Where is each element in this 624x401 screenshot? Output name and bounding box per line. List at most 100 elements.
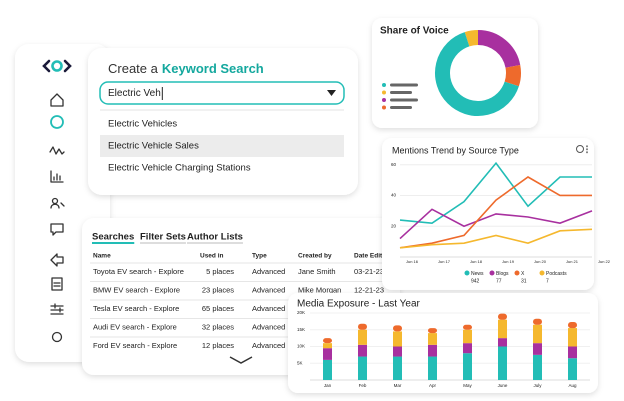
- search-input[interactable]: [99, 81, 345, 105]
- legend-dot: [514, 270, 520, 276]
- bar-segment: [533, 318, 542, 325]
- bar-segment: [358, 323, 367, 330]
- chart-title: Mentions Trend by Source Type: [392, 145, 519, 155]
- tab[interactable]: Filter Sets: [140, 232, 186, 243]
- scroll-chevron[interactable]: [229, 356, 253, 364]
- dropdown-option[interactable]: Electric Vehicle Charging Stations: [108, 163, 251, 174]
- bar-segment: [533, 354, 542, 380]
- bar-segment: [323, 338, 332, 344]
- legend-placeholder: [390, 91, 412, 94]
- table-cell: 32 places: [202, 322, 234, 331]
- settings-sliders-icon[interactable]: [50, 303, 64, 315]
- bar-segment: [393, 331, 402, 347]
- bar-segment: [323, 359, 332, 380]
- bar-segment: [568, 328, 577, 347]
- legend-total: 31: [521, 278, 527, 284]
- x-tick-label: Jun 19: [502, 259, 515, 264]
- table-cell[interactable]: BMW EV search - Explore: [93, 285, 180, 294]
- bar-segment: [498, 313, 507, 320]
- legend-dot: [382, 83, 386, 87]
- bar-segment: [568, 346, 577, 359]
- table-cell: Advanced: [252, 322, 285, 331]
- bar-segment: [463, 329, 472, 344]
- share-icon[interactable]: [50, 253, 64, 267]
- donut-segment: [477, 30, 521, 69]
- table-cell: Advanced: [252, 304, 285, 313]
- legend-label: Podcasts: [546, 271, 567, 277]
- tab[interactable]: Author Lists: [187, 232, 243, 243]
- document-icon[interactable]: [51, 277, 63, 291]
- y-tick-label: 40: [391, 193, 397, 198]
- bar-segment: [358, 329, 367, 345]
- mentions-trend-card: Mentions Trend by Source Type 20 40 60 Jun 1…: [382, 138, 611, 290]
- info-icon[interactable]: [576, 145, 584, 153]
- column-header: Type: [252, 253, 267, 260]
- table-cell: 65 places: [202, 304, 234, 313]
- table-cell[interactable]: Ford EV search - Explore: [93, 341, 177, 350]
- dropdown-arrow[interactable]: [327, 90, 336, 96]
- bar-segment: [358, 356, 367, 380]
- legend-dot: [539, 270, 545, 276]
- bar-segment: [393, 356, 402, 380]
- table-cell[interactable]: Toyota EV search - Explore: [93, 267, 184, 276]
- column-header: Name: [93, 253, 111, 260]
- bar-segment: [393, 346, 402, 357]
- table-cell: Advanced: [252, 341, 285, 350]
- tab[interactable]: Searches: [92, 232, 134, 243]
- legend-placeholder: [390, 106, 412, 109]
- bar-segment: [463, 343, 472, 354]
- chart-title: Share of Voice: [380, 26, 449, 37]
- y-tick-label: 20K: [297, 310, 305, 315]
- home-icon[interactable]: [50, 93, 64, 107]
- trends-icon[interactable]: [49, 146, 65, 155]
- table-cell: Advanced: [252, 267, 285, 276]
- x-tick-label: Jun 21: [566, 259, 579, 264]
- column-header: Used in: [200, 253, 224, 260]
- explore-icon[interactable]: [50, 115, 64, 129]
- reports-icon[interactable]: [50, 170, 64, 183]
- x-tick-label: Aug: [568, 383, 577, 388]
- bar-segment: [358, 344, 367, 357]
- title-prefix: Create a: [108, 61, 159, 76]
- y-tick-label: 5K: [297, 360, 303, 365]
- card-title: Create a Keyword Search: [108, 61, 264, 76]
- line-series: [399, 161, 592, 224]
- legend-dot: [382, 105, 386, 110]
- x-tick-label: May: [463, 383, 472, 388]
- column-header: Created by: [298, 253, 332, 260]
- bar-segment: [498, 319, 507, 339]
- bar-segment: [428, 328, 437, 334]
- x-tick-label: July: [533, 383, 542, 388]
- bar-segment: [428, 344, 437, 357]
- media-exposure-card: Media Exposure - Last Year 5K 10K 15K 20K Jan…: [288, 293, 598, 393]
- table-cell: 12 places: [202, 341, 234, 350]
- legend-dot: [489, 270, 495, 276]
- bar-segment: [323, 348, 332, 360]
- donut-segment: [464, 30, 479, 47]
- legend-total: 7: [546, 278, 549, 284]
- dropdown-option[interactable]: Electric Vehicles: [108, 119, 177, 130]
- bar-segment: [533, 324, 542, 344]
- x-tick-label: Feb: [359, 383, 367, 388]
- line-series: [399, 176, 592, 249]
- table-cell[interactable]: Audi EV search - Explore: [93, 322, 177, 331]
- option-highlight: [100, 135, 344, 157]
- bar-segment: [463, 353, 472, 380]
- gear-icon[interactable]: [51, 331, 63, 343]
- line-series: [399, 208, 593, 240]
- keyword-search-card: Create a Keyword Search Electric Veh Electr…: [88, 48, 358, 195]
- table-cell[interactable]: Tesla EV search - Explore: [93, 304, 179, 313]
- chat-icon[interactable]: [50, 223, 64, 236]
- title-emphasis: Keyword Search: [162, 61, 264, 76]
- x-tick-label: Mar: [394, 383, 402, 388]
- x-tick-label: Jun 22: [598, 259, 611, 264]
- legend-placeholder: [390, 83, 418, 87]
- y-tick-label: 60: [391, 162, 397, 167]
- dropdown-option[interactable]: Electric Vehicle Sales: [108, 141, 199, 152]
- x-tick-label: Jun 16: [406, 259, 419, 264]
- people-icon[interactable]: [50, 197, 65, 209]
- legend-total: 77: [496, 278, 502, 284]
- donut-segment: [435, 32, 519, 116]
- logo: [42, 59, 72, 73]
